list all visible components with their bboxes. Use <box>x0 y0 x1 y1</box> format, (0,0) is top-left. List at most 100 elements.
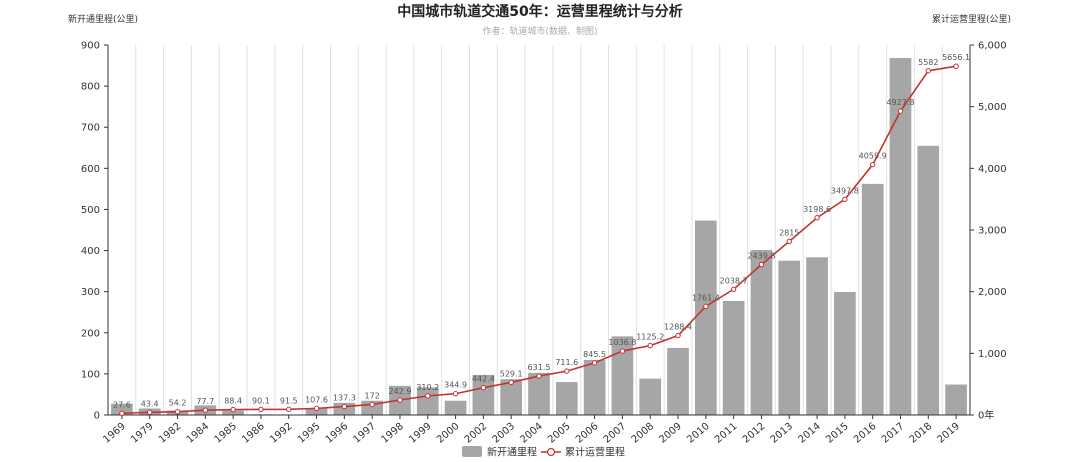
right-tick-label: 1,000 <box>978 349 1007 360</box>
bar <box>500 379 523 415</box>
x-tick-label: 2010 <box>685 421 712 446</box>
bar <box>528 372 550 415</box>
line-point <box>953 63 959 69</box>
x-tick-label: 2005 <box>546 421 573 446</box>
legend: 新开通里程 累计运营里程 <box>462 446 625 459</box>
bar <box>583 359 606 415</box>
data-label: 90.1 <box>252 396 270 405</box>
line-point <box>147 409 153 416</box>
left-tick-label: 700 <box>81 123 100 134</box>
data-label: 2038.7 <box>720 276 748 285</box>
left-axis-title: 新开通里程(公里) <box>68 15 139 25</box>
right-axis-title: 累计运营里程(公里) <box>932 15 1012 25</box>
x-tick-label: 2018 <box>908 421 935 446</box>
data-label: 77.7 <box>196 397 214 406</box>
right-tick-label: 6,000 <box>978 41 1007 52</box>
x-tick-label: 1998 <box>379 421 406 446</box>
x-tick-label: 1982 <box>157 421 184 446</box>
line-point <box>897 108 904 114</box>
left-tick-label: 900 <box>81 41 100 52</box>
bar <box>305 408 328 415</box>
line-point <box>369 401 375 408</box>
left-tick-label: 600 <box>81 164 100 175</box>
data-label: 529.1 <box>500 369 523 378</box>
data-label: 1036.8 <box>608 338 636 347</box>
x-tick-label: 2006 <box>574 421 601 446</box>
data-label: 4927.8 <box>886 98 914 107</box>
left-tick-label: 400 <box>81 246 100 257</box>
x-tick-label: 1992 <box>268 421 295 446</box>
legend-line-label: 累计运营里程 <box>565 446 625 459</box>
chart-subtitle: 作者：轨道城市(数据、制图) <box>482 27 598 37</box>
data-label: 3198.6 <box>803 205 831 214</box>
line-point <box>119 410 125 416</box>
line-point <box>619 348 626 354</box>
bar <box>722 300 745 415</box>
x-tick-label: 1985 <box>212 421 239 446</box>
x-tick-label: 1996 <box>324 421 351 446</box>
line-point <box>758 261 765 268</box>
bar <box>861 183 884 415</box>
bar <box>555 382 578 415</box>
data-label: 442.4 <box>472 375 495 384</box>
data-label: 137.3 <box>333 394 356 403</box>
data-label: 1761.4 <box>692 293 720 302</box>
line-point <box>925 68 931 74</box>
bar <box>889 58 912 415</box>
line-point <box>230 406 236 413</box>
data-label: 845.5 <box>583 350 606 359</box>
chart-title: 中国城市轨道交通50年：运营里程统计与分析 <box>397 4 683 20</box>
bar <box>945 384 967 415</box>
x-tick-label: 2007 <box>602 421 629 446</box>
line-point <box>452 391 459 397</box>
x-tick-label: 2002 <box>463 421 490 446</box>
line-point <box>647 342 653 349</box>
data-label: 91.5 <box>280 396 298 405</box>
bar-series <box>111 58 967 415</box>
line-point <box>536 373 542 379</box>
x-tick-label: 1986 <box>240 421 267 446</box>
right-tick-label: 5,000 <box>978 102 1007 113</box>
bar <box>222 410 244 415</box>
bar <box>639 378 662 415</box>
x-tick-label: 1969 <box>101 421 128 446</box>
x-tick-label: 1995 <box>296 421 323 446</box>
line-point <box>480 385 487 391</box>
x-tick-label: 2015 <box>824 421 851 446</box>
left-tick-label: 0 <box>94 411 100 422</box>
bar <box>667 347 689 415</box>
left-tick-label: 800 <box>81 82 100 93</box>
right-tick-label: 0年 <box>978 409 994 422</box>
line-point <box>786 238 792 245</box>
line-point <box>313 405 320 412</box>
line-point <box>591 360 598 366</box>
line-point <box>869 161 876 168</box>
data-label: 5582 <box>918 58 938 67</box>
bar <box>416 387 439 415</box>
line-point <box>174 408 181 415</box>
data-label: 1288.4 <box>664 323 692 332</box>
x-tick-label: 2013 <box>769 421 796 446</box>
line-point <box>202 407 209 413</box>
right-tick-label: 4,000 <box>978 164 1007 175</box>
x-tick-label: 2012 <box>741 421 768 446</box>
data-label: 43.4 <box>141 399 159 408</box>
bar <box>834 291 856 415</box>
left-tick-label: 100 <box>81 369 100 380</box>
data-label: 107.6 <box>305 395 328 404</box>
left-tick-label: 500 <box>81 205 100 216</box>
right-tick-label: 3,000 <box>978 226 1007 237</box>
data-label: 1125.2 <box>636 333 664 342</box>
bar <box>111 403 133 415</box>
x-tick-label: 2016 <box>852 421 879 446</box>
data-label: 172 <box>365 391 380 400</box>
bar <box>806 257 828 415</box>
line-point <box>286 406 292 413</box>
bar <box>611 336 634 415</box>
data-labels: 27.6 43.4 54.2 77.7 88.4 90.1 91.5 107.6 137.3 17… <box>113 53 970 409</box>
grid-layer <box>107 45 971 415</box>
line-series <box>119 63 959 416</box>
x-tick-label: 2019 <box>935 421 962 446</box>
bar <box>472 374 495 415</box>
